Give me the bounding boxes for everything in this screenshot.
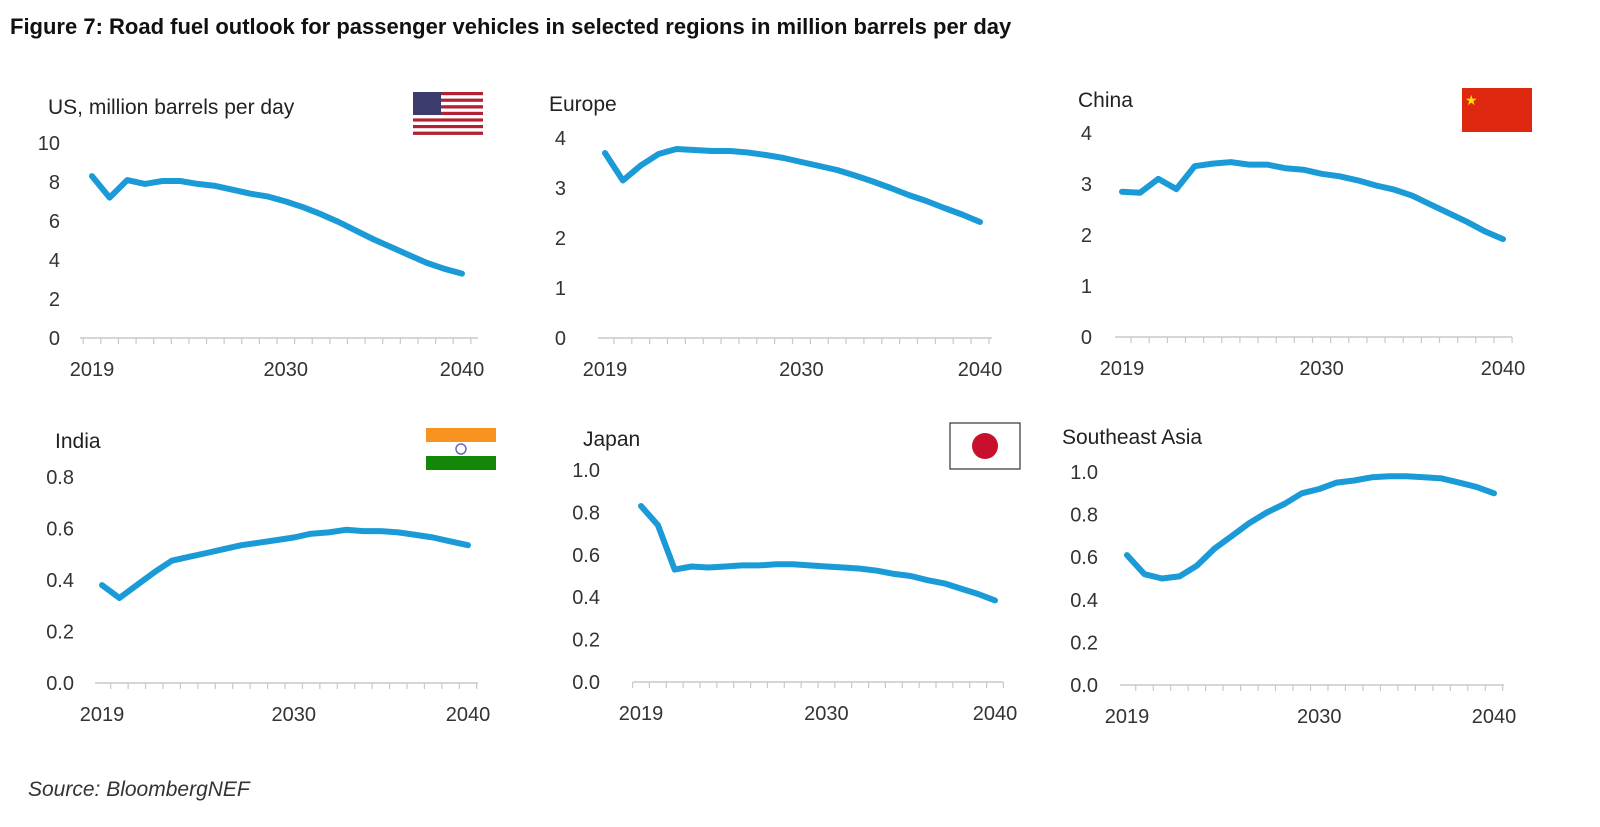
y-tick-label: 0.4 xyxy=(1070,590,1098,612)
x-tick-label: 2040 xyxy=(440,359,485,381)
y-tick-label: 1.0 xyxy=(1070,462,1098,484)
panel-japan: Japan 0.0 0.2 0.4 0.6 0.8 1.0 2019 2030 2040 xyxy=(572,422,1021,725)
india-flag-icon xyxy=(426,428,496,470)
y-tick-label: 0.0 xyxy=(572,672,600,694)
y-tick-label: 0.4 xyxy=(572,587,600,609)
x-tick-label: 2030 xyxy=(1297,706,1342,728)
flag-stripe xyxy=(413,108,483,112)
y-tick-label: 0.6 xyxy=(572,545,600,567)
y-tick-label: 0.2 xyxy=(46,622,74,644)
panel-title: China xyxy=(1078,89,1133,112)
y-tick-label: 0 xyxy=(49,328,60,350)
x-tick-label: 2040 xyxy=(958,359,1003,381)
y-tick-label: 1 xyxy=(555,278,566,300)
x-tick-label: 2030 xyxy=(779,359,824,381)
flag-stripe xyxy=(413,131,483,135)
panel-title: Japan xyxy=(583,428,640,451)
flag-field xyxy=(1462,88,1532,132)
flag-stripe xyxy=(413,118,483,122)
y-tick-label: 3 xyxy=(1081,174,1092,196)
y-tick-label: 0 xyxy=(1081,327,1092,349)
y-tick-label: 0.8 xyxy=(572,502,600,524)
panel-india: India 0.0 0.2 0.4 0.6 0.8 2019 2030 2040 xyxy=(46,428,496,726)
flag-stripe xyxy=(413,115,483,119)
y-tick-label: 2 xyxy=(49,289,60,311)
x-tick-label: 2019 xyxy=(1100,358,1145,380)
y-tick-label: 8 xyxy=(49,172,60,194)
flag-stripe xyxy=(413,98,483,102)
y-tick-label: 1 xyxy=(1081,276,1092,298)
panel-us: US, million barrels per day 0 2 4 6 8 10 2019 20… xyxy=(38,92,485,381)
y-tick-label: 0.8 xyxy=(46,467,74,489)
y-tick-label: 0.2 xyxy=(572,630,600,652)
y-tick-label: 0.6 xyxy=(1070,547,1098,569)
x-tick-label: 2030 xyxy=(1299,358,1344,380)
flag-stripe xyxy=(413,101,483,106)
x-tick-label: 2030 xyxy=(264,359,309,381)
flag-stripe xyxy=(413,128,483,132)
japan-flag-icon xyxy=(949,422,1021,470)
x-tick-label: 2019 xyxy=(619,703,664,725)
x-tick-label: 2030 xyxy=(804,703,849,725)
x-tick-label: 2030 xyxy=(271,704,316,726)
y-tick-label: 0.8 xyxy=(1070,505,1098,527)
data-line xyxy=(638,503,998,604)
panel-china: China ★ 0 1 2 3 4 2019 2030 2040 xyxy=(1078,88,1532,380)
y-tick-label: 4 xyxy=(1081,123,1092,145)
flag-canton xyxy=(413,92,441,115)
y-tick-label: 2 xyxy=(1081,225,1092,247)
y-tick-label: 0.4 xyxy=(46,570,74,592)
panel-title: Europe xyxy=(549,93,617,116)
panel-title: India xyxy=(55,430,101,453)
y-tick-label: 0.0 xyxy=(46,673,74,695)
flag-stripe xyxy=(413,105,483,109)
data-line xyxy=(1124,473,1497,582)
x-tick-label: 2040 xyxy=(973,703,1018,725)
panel-southeast-asia: Southeast Asia 0.0 0.2 0.4 0.6 0.8 1.0 2019 2030… xyxy=(1062,426,1516,728)
flag-stripe xyxy=(413,92,483,96)
flag-stripe xyxy=(426,456,496,470)
panel-title: US, million barrels per day xyxy=(48,96,295,119)
flag-sun xyxy=(972,433,998,459)
data-line xyxy=(1119,159,1506,243)
x-tick-label: 2040 xyxy=(446,704,491,726)
data-line xyxy=(89,173,465,277)
y-tick-label: 0.2 xyxy=(1070,632,1098,654)
flag-wheel xyxy=(455,443,467,455)
flag-stripe xyxy=(413,125,483,129)
flag-stripe xyxy=(413,95,483,99)
flag-stripe xyxy=(413,111,483,116)
x-tick-label: 2019 xyxy=(70,359,115,381)
y-tick-label: 3 xyxy=(555,178,566,200)
source-note: Source: BloombergNEF xyxy=(28,778,250,801)
y-tick-label: 0 xyxy=(555,328,566,350)
figure-title: Figure 7: Road fuel outlook for passenge… xyxy=(10,14,1012,39)
china-flag-icon: ★ xyxy=(1462,88,1532,132)
flag-star: ★ xyxy=(1465,92,1478,108)
y-tick-label: 0.0 xyxy=(1070,675,1098,697)
y-tick-label: 1.0 xyxy=(572,460,600,482)
flag-stripe xyxy=(413,121,483,125)
x-tick-label: 2019 xyxy=(1105,706,1150,728)
y-tick-label: 4 xyxy=(555,128,566,150)
panel-title: Southeast Asia xyxy=(1062,426,1202,449)
y-tick-label: 6 xyxy=(49,211,60,233)
x-tick-label: 2040 xyxy=(1472,706,1517,728)
us-flag-icon xyxy=(413,92,483,135)
flag-stripe xyxy=(426,428,496,442)
x-tick-label: 2019 xyxy=(80,704,125,726)
data-line xyxy=(602,146,983,225)
y-tick-label: 10 xyxy=(38,133,60,155)
y-tick-label: 0.6 xyxy=(46,519,74,541)
y-tick-label: 2 xyxy=(555,228,566,250)
y-tick-label: 4 xyxy=(49,250,60,272)
x-tick-label: 2040 xyxy=(1481,358,1526,380)
data-line xyxy=(99,526,471,601)
x-tick-label: 2019 xyxy=(583,359,628,381)
panel-europe: Europe 0 1 2 3 4 2019 2030 2040 xyxy=(549,93,1002,381)
flag-stripe xyxy=(426,442,496,456)
